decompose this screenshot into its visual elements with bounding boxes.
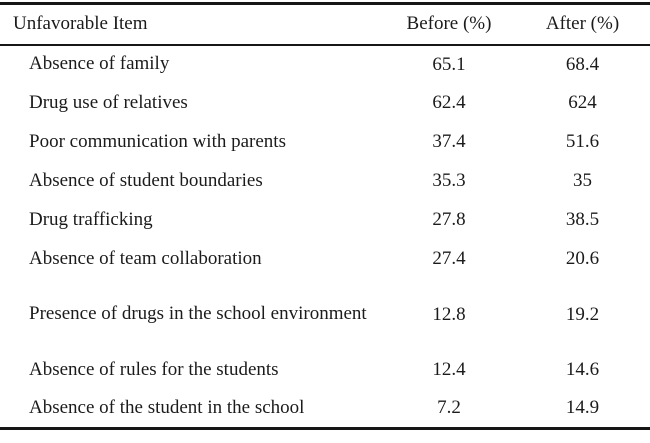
after-cell: 624: [568, 92, 597, 113]
after-cell: 51.6: [565, 131, 600, 152]
item-cell: Absence of family: [29, 53, 170, 75]
header-row: Unfavorable Item Before (%) After (%): [0, 4, 650, 45]
before-cell: 27.4: [432, 248, 466, 269]
table-header: Unfavorable Item Before (%) After (%): [0, 4, 650, 45]
column-header-before: Before (%): [406, 13, 492, 35]
item-cell: Absence of rules for the students: [29, 358, 279, 380]
table-row: Drug use of relatives 62.4 624: [0, 84, 650, 123]
item-cell: Absence of team collaboration: [29, 247, 262, 269]
table-row: Poor communication with parents 37.4 51.…: [0, 123, 650, 162]
before-cell: 65.1: [432, 53, 466, 75]
column-header-unfavorable-item: Unfavorable Item: [13, 13, 148, 35]
column-header-after: After (%): [545, 13, 620, 35]
table-body: Absence of family 65.1 68.4 Drug use of …: [0, 45, 650, 429]
after-cell: 35: [573, 170, 592, 191]
after-cell: 68.4: [565, 53, 600, 75]
after-cell: 38.5: [565, 209, 600, 230]
before-cell: 12.8: [432, 303, 466, 325]
unfavorable-items-table: Unfavorable Item Before (%) After (%) Ab…: [0, 2, 650, 430]
before-cell: 7.2: [437, 397, 461, 419]
after-cell: 19.2: [565, 303, 600, 325]
table-row: Absence of team collaboration 27.4 20.6: [0, 240, 650, 279]
table-row: Absence of student boundaries 35.3 35: [0, 162, 650, 201]
table-row: Presence of drugs in the school environm…: [0, 279, 650, 351]
item-cell: Presence of drugs in the school environm…: [29, 303, 367, 325]
after-cell: 14.9: [565, 397, 600, 419]
item-cell: Drug trafficking: [29, 208, 153, 230]
item-cell: Drug use of relatives: [29, 91, 188, 113]
before-cell: 37.4: [432, 131, 466, 152]
after-cell: 14.6: [565, 359, 600, 380]
table-row: Absence of the student in the school 7.2…: [0, 390, 650, 429]
item-cell: Poor communication with parents: [29, 130, 286, 152]
before-cell: 12.4: [432, 359, 466, 380]
item-cell: Absence of the student in the school: [29, 396, 305, 418]
before-cell: 35.3: [432, 170, 466, 191]
item-cell: Absence of student boundaries: [29, 169, 263, 191]
before-cell: 62.4: [432, 92, 466, 113]
table-row: Absence of rules for the students 12.4 1…: [0, 351, 650, 390]
table-row: Absence of family 65.1 68.4: [0, 45, 650, 84]
table-row: Drug trafficking 27.8 38.5: [0, 201, 650, 240]
after-cell: 20.6: [565, 248, 600, 269]
before-cell: 27.8: [432, 209, 466, 230]
